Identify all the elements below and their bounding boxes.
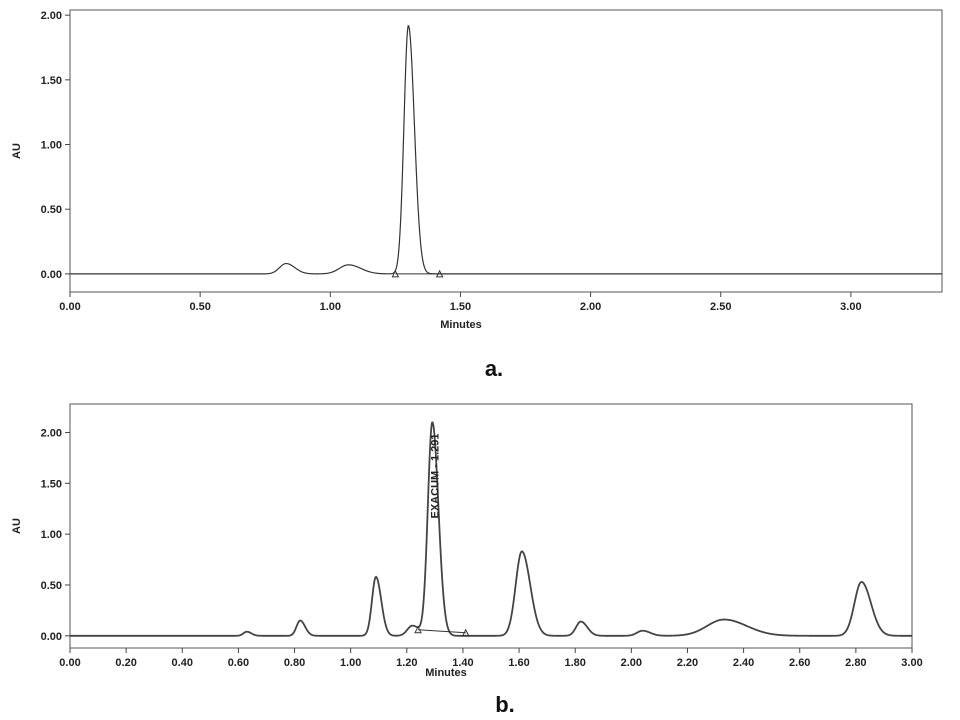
y-tick-label: 1.00 xyxy=(41,140,62,152)
x-tick-label: 0.00 xyxy=(59,301,80,313)
panel-caption: b. xyxy=(495,692,515,717)
x-axis-label: Minutes xyxy=(440,319,482,331)
y-axis-label: AU xyxy=(11,518,23,534)
chart-panel-b: 0.00 0.20 0.40 0.60 0.80 1.00 1.20 1.40 1.60 1.80… xyxy=(11,403,923,717)
y-tick-label: 1.50 xyxy=(41,478,62,490)
chromatogram-trace xyxy=(70,24,942,275)
chart-panel-a: 0.00 0.50 1.00 1.50 2.00 2.50 3.00 0.00 0.50 1.00… xyxy=(11,9,943,381)
integration-marker-icon xyxy=(391,269,400,278)
x-tick-label: 0.80 xyxy=(284,657,305,669)
x-tick-label: 1.60 xyxy=(508,657,529,669)
x-axis-label: Minutes xyxy=(425,667,467,679)
integration-marker-icon xyxy=(461,628,470,637)
x-tick-label: 0.50 xyxy=(189,301,210,313)
y-tick-label: 0.50 xyxy=(41,204,62,216)
y-tick-label: 0.00 xyxy=(41,631,62,643)
chromatogram-trace xyxy=(70,421,912,637)
x-tick-label: 0.60 xyxy=(228,657,249,669)
x-tick-label: 0.40 xyxy=(172,657,193,669)
y-tick-label: 1.00 xyxy=(41,529,62,541)
integration-marker-icon xyxy=(414,625,422,634)
x-tick-label: 2.00 xyxy=(621,657,642,669)
x-tick-label: 2.20 xyxy=(677,657,698,669)
integration-baseline xyxy=(417,629,466,634)
x-tick-label: 3.00 xyxy=(901,657,922,669)
y-tick-label: 2.00 xyxy=(41,427,62,439)
x-tick-label: 1.40 xyxy=(452,657,473,669)
x-tick-label: 2.80 xyxy=(845,657,866,669)
x-tick-label: 2.60 xyxy=(789,657,810,669)
x-tick-label: 1.00 xyxy=(340,657,361,669)
y-tick-label: 1.50 xyxy=(41,75,62,87)
plot-frame xyxy=(69,9,943,293)
x-tick-label: 2.40 xyxy=(733,657,754,669)
x-tick-label: 3.00 xyxy=(840,301,861,313)
x-tick-label: 1.20 xyxy=(396,657,417,669)
x-tick-label: 1.80 xyxy=(564,657,585,669)
y-tick-label: 0.50 xyxy=(41,580,62,592)
x-tick-label: 1.50 xyxy=(450,301,471,313)
y-tick-label: 2.00 xyxy=(41,10,62,22)
x-tick-label: 2.00 xyxy=(580,301,601,313)
x-tick-label: 0.00 xyxy=(59,657,80,669)
y-axis-label: AU xyxy=(11,143,23,159)
panel-caption: a. xyxy=(485,356,503,381)
x-tick-label: 2.50 xyxy=(710,301,731,313)
integration-marker-icon xyxy=(435,269,444,278)
y-tick-label: 0.00 xyxy=(41,269,62,281)
plot-frame xyxy=(69,403,913,649)
x-tick-label: 0.20 xyxy=(115,657,136,669)
peak-annotation: EXACUM - 1.291 xyxy=(429,434,441,519)
x-tick-label: 1.00 xyxy=(320,301,341,313)
